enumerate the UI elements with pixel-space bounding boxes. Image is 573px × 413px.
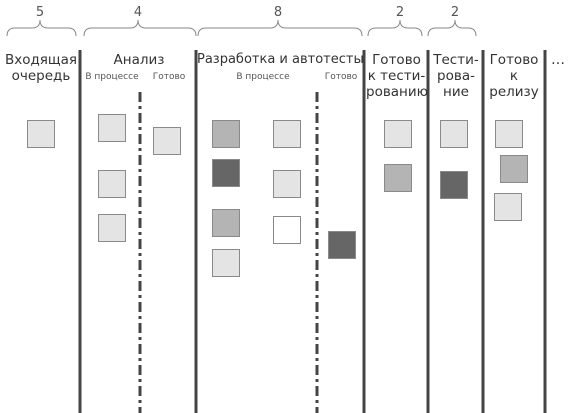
wip-bracket-backlog	[6, 19, 77, 37]
card-analysis-done-1[interactable]	[153, 127, 181, 155]
card-dev-in-progress-3[interactable]	[212, 209, 240, 237]
card-analysis-in-progress-3[interactable]	[98, 214, 126, 242]
column-title-testing: Тести- рова- ние	[430, 52, 482, 100]
card-dev-in-progress-7[interactable]	[273, 216, 301, 244]
column-title-line: Готово	[372, 52, 421, 68]
card-dev-done-1[interactable]	[328, 231, 356, 259]
card-ready-test-2[interactable]	[384, 164, 412, 192]
column-title-line: к тести-	[367, 68, 426, 84]
subcolumn-analysis-done: Готово	[152, 72, 186, 82]
subcolumn-analysis-in-progress: В процессе	[85, 72, 139, 82]
column-title-line: Тести-	[433, 52, 479, 68]
wip-bracket-testing	[427, 19, 477, 37]
card-ready-release-1[interactable]	[495, 120, 523, 148]
card-ready-release-2[interactable]	[500, 155, 528, 183]
wip-bracket-ready-test	[367, 19, 423, 37]
subcolumn-dev-done: Готово	[324, 72, 358, 82]
column-title-line: ние	[443, 84, 469, 100]
column-title-line: Разработка и автотесты	[197, 52, 364, 67]
card-dev-in-progress-1[interactable]	[212, 120, 240, 148]
card-testing-2[interactable]	[440, 171, 468, 199]
column-title-line: Анализ	[113, 52, 165, 68]
card-ready-test-1[interactable]	[384, 120, 412, 148]
column-title-line: Готово	[489, 52, 539, 68]
column-title-line: к релизу	[489, 68, 539, 100]
card-analysis-in-progress-1[interactable]	[98, 114, 126, 142]
card-testing-1[interactable]	[440, 120, 468, 148]
wip-limit-dev: 8	[273, 5, 283, 20]
wip-limit-analysis: 4	[133, 5, 143, 20]
card-dev-in-progress-5[interactable]	[273, 120, 301, 148]
wip-limit-ready-test: 2	[395, 5, 405, 20]
column-title-line: рованию	[366, 84, 429, 100]
card-ready-release-3[interactable]	[494, 193, 522, 221]
card-dev-in-progress-6[interactable]	[273, 170, 301, 198]
column-title-ready-release: Готово к релизу	[484, 52, 544, 100]
card-backlog-1[interactable]	[27, 120, 55, 148]
column-title-line: очередь	[11, 68, 71, 84]
card-dev-in-progress-4[interactable]	[212, 249, 240, 277]
wip-limit-backlog: 5	[35, 5, 45, 20]
column-title-dev: Разработка и автотесты	[197, 52, 364, 68]
column-title-analysis: Анализ	[82, 52, 196, 68]
card-dev-in-progress-2[interactable]	[212, 159, 240, 187]
column-title-line: Входящая	[4, 52, 78, 68]
column-title-ready-test: Готово к тести- рованию	[366, 52, 429, 100]
more-columns-ellipsis: …	[551, 52, 565, 68]
card-analysis-in-progress-2[interactable]	[98, 170, 126, 198]
wip-bracket-analysis	[83, 19, 197, 37]
wip-bracket-dev	[197, 19, 363, 37]
subcolumn-dev-in-progress: В процессе	[236, 72, 290, 82]
column-title-line: рова-	[437, 68, 475, 84]
wip-limit-testing: 2	[450, 5, 460, 20]
column-title-backlog: Входящая очередь	[2, 52, 80, 84]
